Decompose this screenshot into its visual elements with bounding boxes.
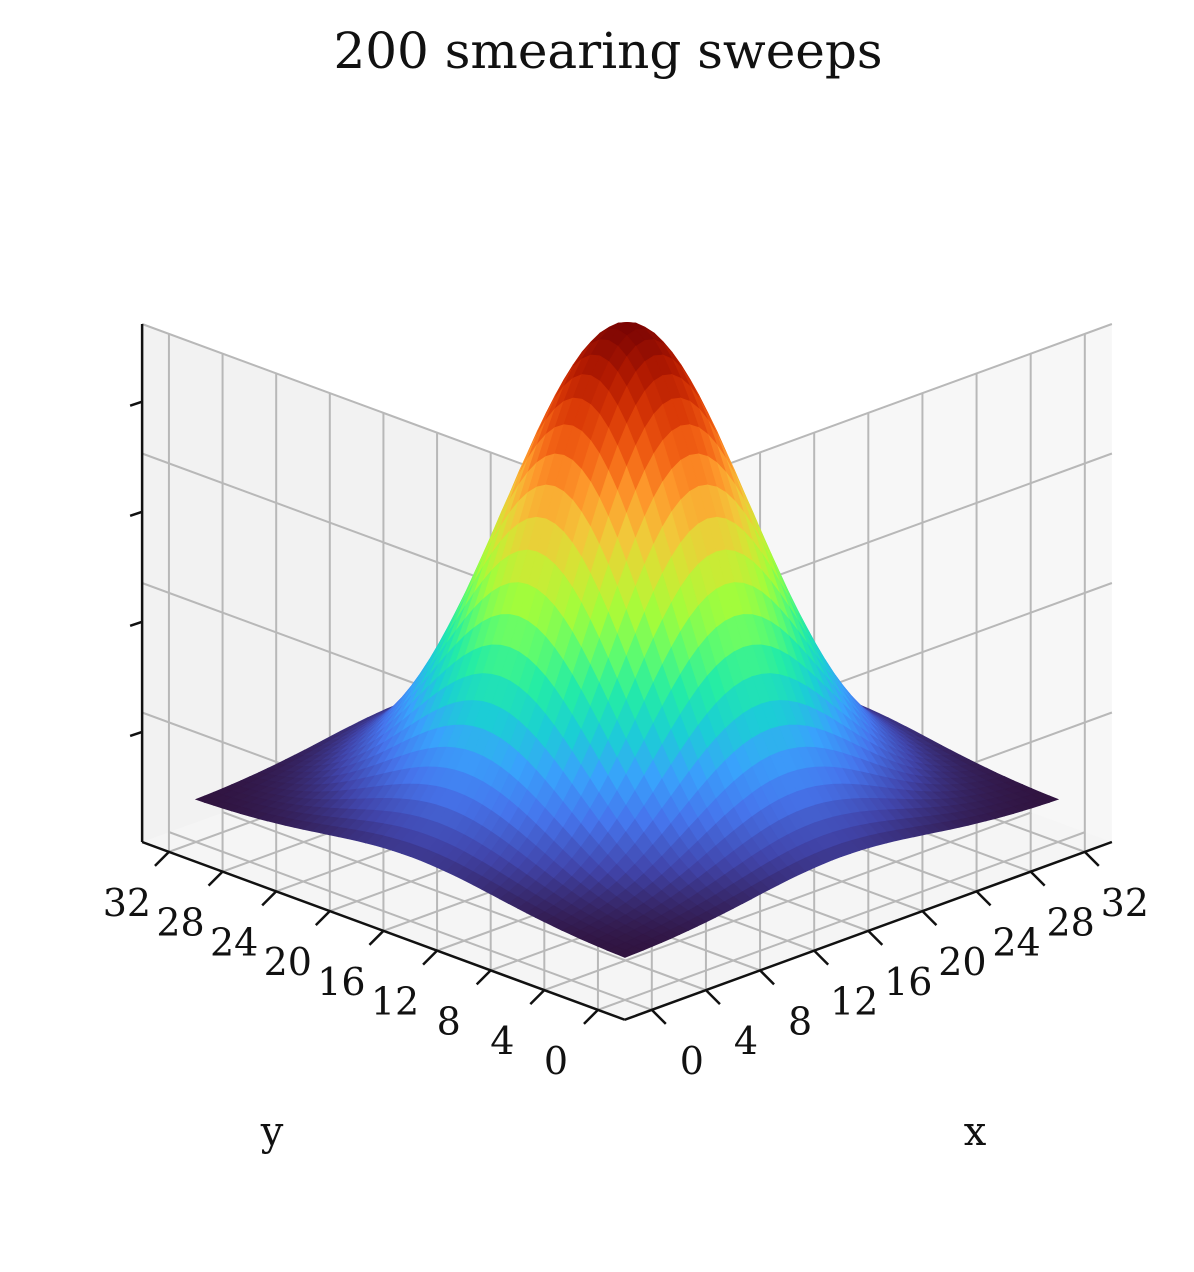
- y-tick: [207, 870, 224, 887]
- z-tick: [129, 400, 143, 407]
- chart-title: 200 smearing sweeps: [333, 22, 882, 80]
- x-tick-label: 4: [734, 1019, 758, 1063]
- x-tick: [759, 969, 775, 986]
- y-tick: [475, 969, 492, 986]
- x-tick: [1029, 870, 1046, 887]
- y-tick-label: 32: [103, 881, 151, 925]
- x-tick: [921, 910, 938, 927]
- y-tick: [583, 1008, 599, 1025]
- x-axis-ticks: 0 4 8 12 16 20 24 28 32: [650, 850, 1149, 1083]
- z-tick: [129, 620, 143, 628]
- y-tick-label: 0: [544, 1039, 568, 1083]
- x-tick-label: 20: [938, 940, 986, 984]
- y-tick: [529, 989, 546, 1006]
- y-tick-label: 16: [317, 960, 365, 1004]
- y-tick: [422, 949, 438, 966]
- z-tick: [129, 510, 143, 517]
- x-axis-label: x: [964, 1109, 987, 1155]
- x-tick: [813, 949, 830, 966]
- x-tick-label: 28: [1047, 901, 1095, 945]
- x-tick-label: 24: [992, 920, 1040, 964]
- x-tick: [867, 929, 884, 946]
- y-tick: [154, 850, 170, 867]
- x-tick-label: 16: [884, 960, 932, 1004]
- y-axis-label: y: [260, 1109, 284, 1155]
- y-tick: [314, 910, 331, 927]
- z-axis-ticks: [129, 400, 143, 738]
- y-tick: [368, 929, 385, 946]
- x-tick: [705, 989, 721, 1006]
- x-tick: [975, 890, 992, 907]
- x-tick-label: 12: [830, 980, 878, 1024]
- x-tick-label: 0: [680, 1039, 704, 1083]
- y-tick-label: 20: [264, 940, 312, 984]
- z-tick: [129, 730, 143, 738]
- y-tick-label: 12: [371, 980, 419, 1024]
- x-tick: [650, 1008, 667, 1025]
- y-tick-label: 24: [210, 920, 258, 964]
- surface-mesh: [194, 321, 1060, 958]
- surface-patch: [615, 949, 636, 958]
- y-tick: [261, 890, 278, 907]
- y-tick-label: 28: [156, 901, 204, 945]
- x-tick-label: 32: [1101, 881, 1149, 925]
- x-tick: [1083, 850, 1100, 867]
- y-tick-label: 4: [490, 1019, 514, 1063]
- y-tick-label: 8: [437, 999, 461, 1043]
- x-tick-label: 8: [788, 999, 812, 1043]
